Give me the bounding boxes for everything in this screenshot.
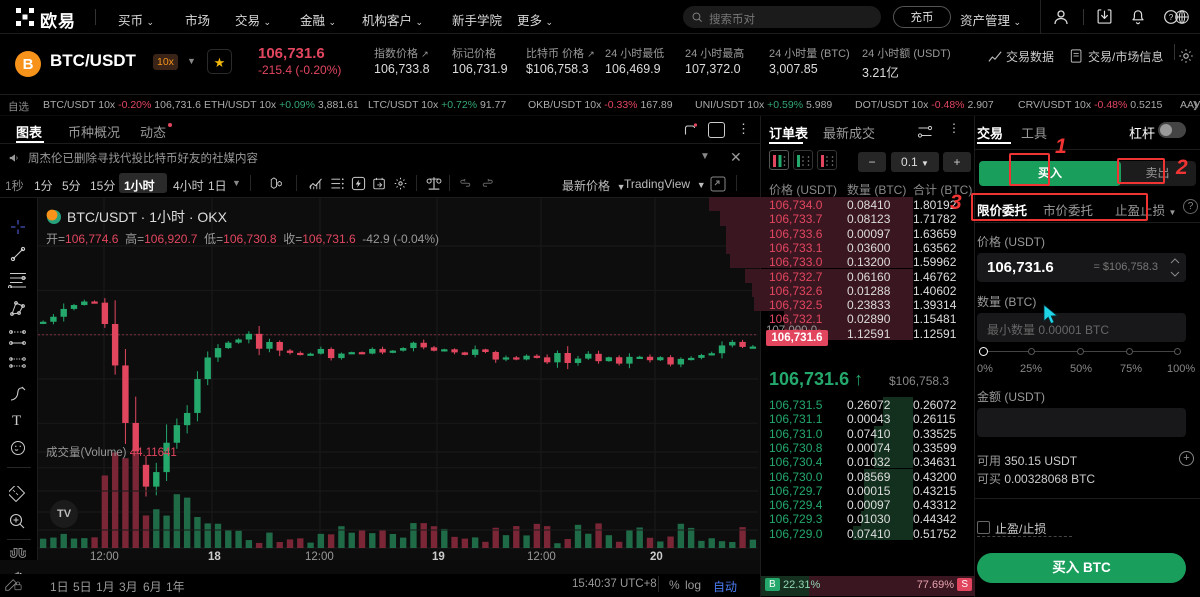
svg-text:B: B	[23, 56, 34, 73]
